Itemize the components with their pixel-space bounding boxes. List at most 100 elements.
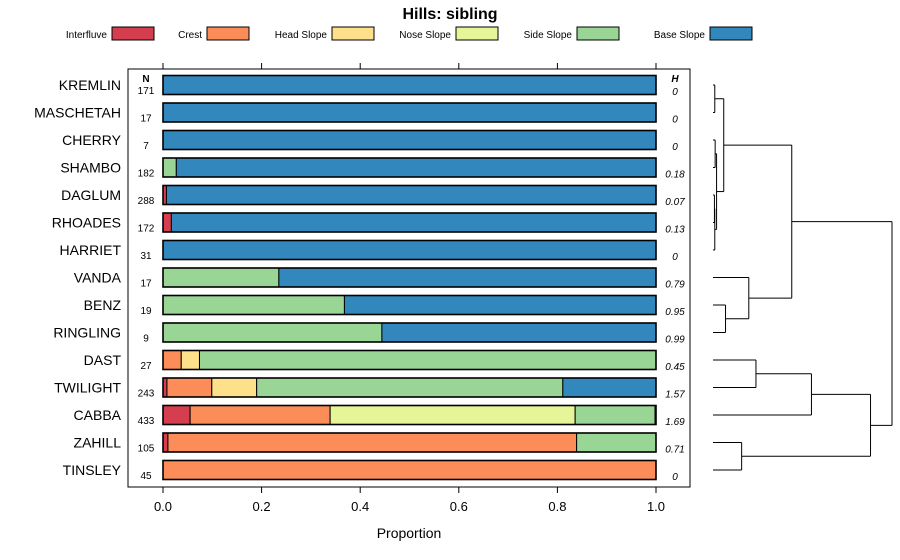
bar-segment-shambo-side-slope (162, 157, 177, 178)
bar-segment-dast-crest (162, 350, 182, 370)
row-rhoades: RHOADES 172 0.13 (52, 212, 685, 236)
bar-segment-twilight-base-slope (562, 377, 657, 398)
row-label-harriet: HARRIET (60, 242, 122, 258)
n-value-kremlin: 171 (138, 86, 155, 97)
x-tick-label-1: 0.2 (253, 499, 271, 514)
bar-outline-benz (162, 294, 657, 316)
bar-segment-zahill-side-slope (576, 432, 657, 453)
legend-label-interfluve: Interfluve (66, 30, 108, 41)
row-label-ringling: RINGLING (53, 325, 121, 341)
row-label-daglum: DAGLUM (61, 187, 121, 203)
row-cabba: CABBA 433 1.69 (74, 404, 685, 428)
n-value-maschetah: 17 (140, 114, 152, 125)
x-tick-label-5: 1.0 (647, 499, 665, 514)
row-zahill: ZAHILL 105 0.71 (74, 432, 685, 456)
row-harriet: HARRIET 31 0 (60, 239, 678, 263)
bar-segment-cabba-side-slope (574, 405, 656, 425)
x-tick-label-3: 0.6 (450, 499, 468, 514)
row-label-kremlin: KREMLIN (59, 77, 121, 93)
bar-segment-dast-head-slope (180, 350, 200, 370)
h-value-rhoades: 0.13 (665, 225, 685, 236)
row-label-maschetah: MASCHETAH (34, 105, 121, 121)
bar-segment-dast-side-slope (198, 350, 657, 370)
h-value-kremlin: 0 (672, 87, 678, 98)
bar-segment-benz-base-slope (343, 295, 657, 315)
h-value-shambo: 0.18 (665, 170, 685, 181)
bar-segment-vanda-side-slope (162, 267, 280, 288)
n-value-rhoades: 172 (138, 224, 155, 235)
legend-swatch-head-slope (331, 26, 375, 41)
bar-segment-ringling-base-slope (381, 322, 657, 343)
row-shambo: SHAMBO 182 0.18 (60, 157, 685, 181)
h-value-vanda: 0.79 (665, 280, 685, 291)
legend: Interfluve Crest Head Slope Nose Slope Side … (66, 26, 753, 41)
row-label-rhoades: RHOADES (52, 215, 121, 231)
x-tick-label-0: 0.0 (154, 499, 172, 514)
row-label-cabba: CABBA (74, 407, 122, 423)
row-twilight: TWILIGHT 243 1.57 (54, 377, 685, 401)
row-label-tinsley: TINSLEY (63, 462, 122, 478)
n-value-dast: 27 (140, 361, 152, 372)
bar-outline-cherry (162, 129, 657, 151)
plot-frame (127, 68, 691, 488)
row-label-zahill: ZAHILL (74, 435, 122, 451)
bar-segment-rhoades-base-slope (170, 212, 657, 233)
bar-outline-harriet (162, 239, 657, 261)
bar-segment-cabba-nose-slope (329, 405, 576, 425)
row-label-shambo: SHAMBO (60, 160, 121, 176)
h-value-dast: 0.45 (665, 362, 685, 373)
bar-segment-zahill-crest (167, 432, 578, 453)
row-kremlin: KREMLIN 171 0 (59, 74, 678, 98)
bar-segment-cherry-base-slope (162, 130, 657, 150)
row-label-dast: DAST (84, 352, 122, 368)
row-maschetah: MASCHETAH 17 0 (34, 102, 678, 126)
row-ringling: RINGLING 9 0.99 (53, 322, 685, 346)
h-value-daglum: 0.07 (665, 197, 685, 208)
bar-outline-dast (162, 349, 657, 371)
n-value-tinsley: 45 (140, 471, 152, 482)
x-axis-title: Proportion (377, 525, 442, 541)
row-cherry: CHERRY 7 0 (62, 129, 678, 153)
n-value-vanda: 17 (140, 279, 152, 290)
h-value-twilight: 1.57 (665, 390, 685, 401)
bar-outline-kremlin (162, 74, 657, 96)
bar-segment-vanda-base-slope (278, 267, 657, 288)
legend-swatch-nose-slope (455, 26, 499, 41)
legend-swatch-crest (206, 26, 250, 41)
bar-segment-tinsley-crest (162, 460, 657, 480)
bar-outline-daglum (162, 184, 657, 206)
legend-swatch-base-slope (709, 26, 753, 41)
bar-segment-shambo-base-slope (175, 157, 657, 178)
bar-outline-tinsley (162, 459, 657, 481)
bar-segment-twilight-side-slope (256, 377, 564, 398)
n-value-shambo: 182 (138, 169, 155, 180)
row-label-vanda: VANDA (74, 270, 122, 286)
h-value-tinsley: 0 (672, 472, 678, 483)
n-value-daglum: 288 (138, 196, 155, 207)
legend-swatch-side-slope (576, 26, 620, 41)
bar-outline-cabba (162, 404, 657, 426)
x-axis: 0.0 0.2 0.4 0.6 0.8 1.0 (154, 63, 665, 514)
h-value-maschetah: 0 (672, 115, 678, 126)
bar-outline-rhoades (162, 212, 657, 233)
row-tinsley: TINSLEY 45 0 (63, 459, 678, 483)
h-value-harriet: 0 (672, 252, 678, 263)
bar-segment-maschetah-base-slope (162, 102, 657, 123)
bar-rows: KREMLIN 171 0 MASCHETAH 17 0 CHERRY 7 0 SHAMBO 182… (34, 74, 685, 483)
bar-outline-shambo (162, 157, 657, 178)
bar-segment-daglum-base-slope (165, 185, 657, 205)
bar-segment-cabba-interfluve (162, 405, 191, 425)
bar-outline-zahill (162, 432, 657, 453)
h-value-cherry: 0 (672, 142, 678, 153)
row-vanda: VANDA 17 0.79 (74, 267, 685, 291)
chart-title: Hills: sibling (402, 6, 497, 23)
bar-outline-vanda (162, 267, 657, 288)
legend-label-head-slope: Head Slope (275, 30, 328, 41)
x-tick-label-4: 0.8 (548, 499, 566, 514)
bar-outline-ringling (162, 322, 657, 343)
bar-segment-twilight-crest (166, 377, 213, 398)
h-value-ringling: 0.99 (665, 335, 685, 346)
bar-segment-rhoades-interfluve (162, 212, 172, 233)
legend-label-base-slope: Base Slope (654, 30, 706, 41)
bar-segment-cabba-crest (189, 405, 331, 425)
